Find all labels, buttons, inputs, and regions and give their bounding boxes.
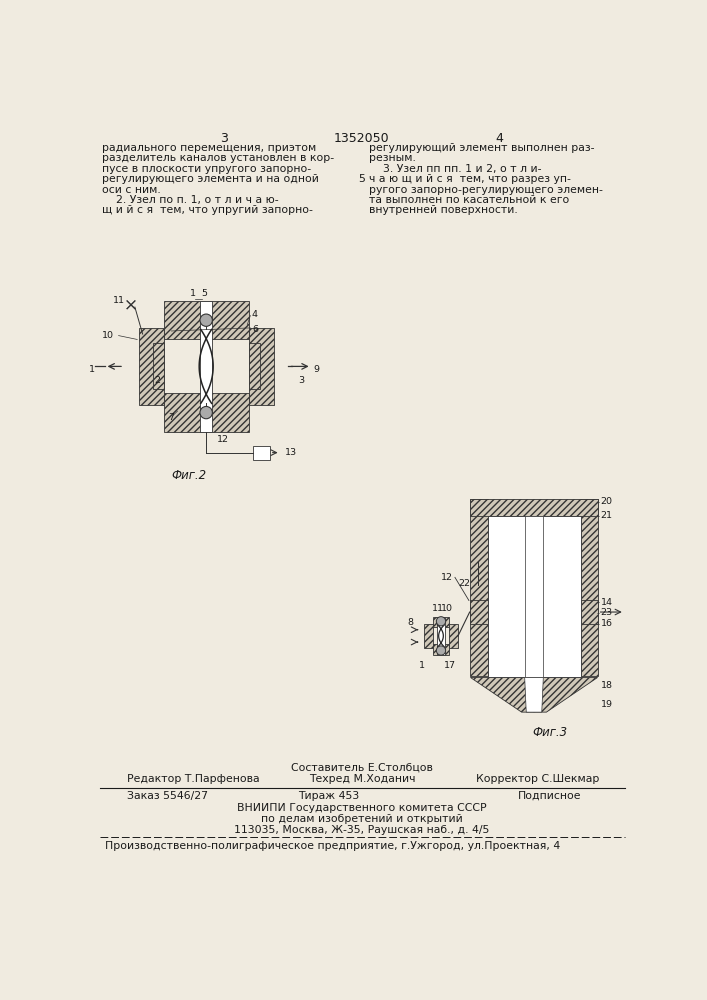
Circle shape (200, 314, 212, 326)
Text: 1: 1 (419, 661, 426, 670)
Text: регулирующего элемента и на одной: регулирующего элемента и на одной (103, 174, 319, 184)
Text: 16: 16 (601, 619, 613, 628)
Text: 21: 21 (601, 511, 613, 520)
Text: ВНИИПИ Государственного комитета СССР: ВНИИПИ Государственного комитета СССР (237, 803, 486, 813)
Text: 5: 5 (358, 174, 366, 184)
Circle shape (436, 617, 445, 626)
Bar (449, 624, 458, 648)
Text: 18: 18 (601, 681, 613, 690)
Bar (543, 600, 580, 624)
Bar (433, 644, 449, 655)
Text: 10: 10 (441, 604, 453, 613)
Text: 3. Узел пп пп. 1 и 2, о т л и-: 3. Узел пп пп. 1 и 2, о т л и- (369, 164, 542, 174)
Text: резным.: резным. (369, 153, 416, 163)
Text: 1  5: 1 5 (190, 289, 208, 298)
Text: Производственно-полиграфическое предприятие, г.Ужгород, ул.Проектная, 4: Производственно-полиграфическое предприя… (105, 841, 561, 851)
Text: та выполнен по касательной к его: та выполнен по касательной к его (369, 195, 569, 205)
Circle shape (200, 406, 212, 419)
Text: 14: 14 (601, 598, 613, 607)
Text: 12: 12 (217, 435, 229, 444)
Text: Фиг.3: Фиг.3 (532, 726, 567, 739)
Bar (424, 624, 433, 648)
Text: Фиг.2: Фиг.2 (172, 469, 206, 482)
Text: 10: 10 (102, 331, 114, 340)
Text: разделитель каналов установлен в кор-: разделитель каналов установлен в кор- (103, 153, 334, 163)
Bar (488, 516, 580, 677)
Text: 19: 19 (601, 700, 613, 709)
Text: 9: 9 (313, 365, 320, 374)
Text: 1: 1 (88, 365, 95, 374)
Bar (200, 301, 212, 432)
Text: Редактор Т.Парфенова: Редактор Т.Парфенова (127, 774, 259, 784)
Text: внутренней поверхности.: внутренней поверхности. (369, 205, 518, 215)
Text: Заказ 5546/27: Заказ 5546/27 (127, 791, 208, 801)
Text: 11: 11 (432, 604, 444, 613)
Text: ч а ю щ и й с я  тем, что разрез уп-: ч а ю щ и й с я тем, что разрез уп- (369, 174, 571, 184)
Text: регулирующий элемент выполнен раз-: регулирующий элемент выполнен раз- (369, 143, 595, 153)
Bar (543, 562, 580, 585)
Polygon shape (470, 677, 597, 712)
Text: 2: 2 (154, 376, 160, 385)
Circle shape (436, 646, 445, 655)
Text: 8: 8 (407, 618, 413, 627)
Text: 6: 6 (252, 325, 258, 334)
Text: Техред М.Ходанич: Техред М.Ходанич (309, 774, 416, 784)
Bar (580, 600, 597, 624)
Text: Корректор С.Шекмар: Корректор С.Шекмар (476, 774, 600, 784)
Text: 13: 13 (285, 448, 298, 457)
Bar (433, 617, 449, 627)
Bar (249, 343, 259, 389)
Bar (437, 617, 445, 655)
Text: 2. Узел по п. 1, о т л и ч а ю-: 2. Узел по п. 1, о т л и ч а ю- (103, 195, 279, 205)
Text: 113035, Москва, Ж-35, Раушская наб., д. 4/5: 113035, Москва, Ж-35, Раушская наб., д. … (234, 825, 490, 835)
Text: по делам изобретений и открытий: по делам изобретений и открытий (261, 814, 463, 824)
Bar (470, 499, 597, 516)
Bar (525, 516, 543, 677)
Text: 12: 12 (441, 573, 453, 582)
Bar (163, 301, 249, 339)
Text: 17: 17 (444, 661, 456, 670)
Text: 4: 4 (495, 132, 503, 145)
Text: Составитель Е.Столбцов: Составитель Е.Столбцов (291, 763, 433, 773)
Text: оси с ним.: оси с ним. (103, 185, 161, 195)
Text: ругого запорно-регулирующего элемен-: ругого запорно-регулирующего элемен- (369, 185, 603, 195)
Bar (580, 499, 597, 676)
Text: Подписное: Подписное (518, 791, 581, 801)
Text: радиального перемещения, приэтом: радиального перемещения, приэтом (103, 143, 317, 153)
Bar (488, 562, 525, 585)
Text: пусе в плоскости упругого запорно-: пусе в плоскости упругого запорно- (103, 164, 312, 174)
Bar (488, 600, 525, 624)
Text: 20: 20 (601, 497, 613, 506)
Text: 7: 7 (168, 413, 174, 422)
Text: 1352050: 1352050 (334, 132, 390, 145)
Text: 3: 3 (298, 376, 305, 385)
Text: 4: 4 (252, 310, 258, 319)
Text: 3: 3 (220, 132, 228, 145)
Bar (252, 446, 270, 460)
Polygon shape (525, 677, 543, 712)
Bar (470, 499, 488, 676)
Text: 22: 22 (458, 579, 470, 588)
Bar (139, 328, 163, 405)
Bar (163, 393, 249, 432)
Text: Тираж 453: Тираж 453 (298, 791, 359, 801)
Text: 11: 11 (112, 296, 124, 305)
Bar (470, 600, 488, 624)
Bar (249, 328, 274, 405)
Text: щ и й с я  тем, что упругий запорно-: щ и й с я тем, что упругий запорно- (103, 205, 313, 215)
Text: 23: 23 (601, 608, 613, 617)
Bar (153, 343, 163, 389)
